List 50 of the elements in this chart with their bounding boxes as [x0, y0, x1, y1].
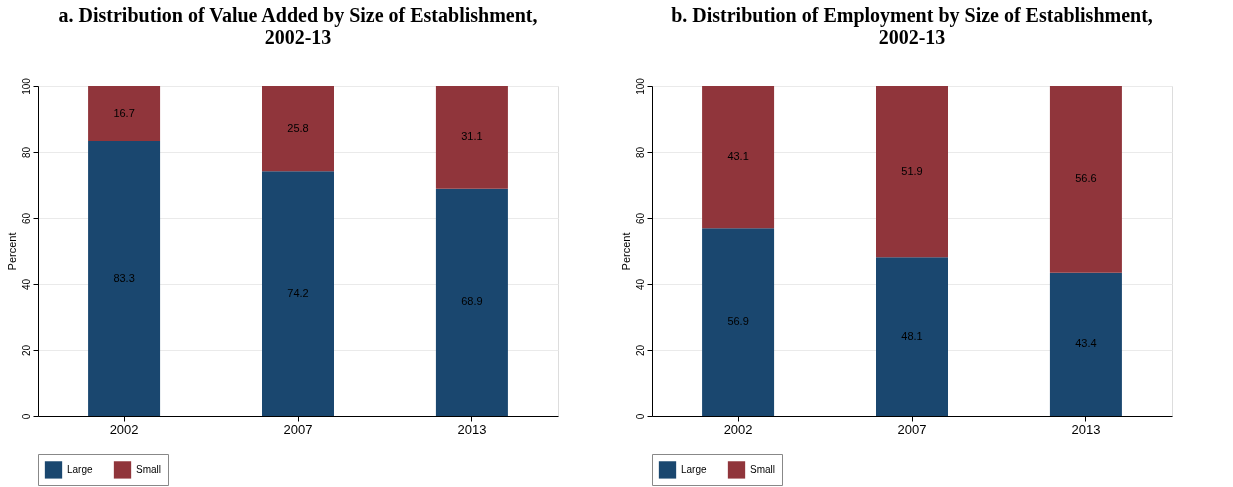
x-tick-label: 2007: [283, 421, 313, 437]
y-tick-label: 0: [20, 413, 32, 420]
bar: [702, 228, 775, 416]
bar: [88, 141, 161, 416]
bar: [702, 86, 775, 229]
data-label: 16.7: [113, 106, 135, 119]
bar: [435, 86, 508, 189]
bar: [876, 86, 948, 258]
x-tick-label: 2002: [723, 421, 753, 437]
y-tick-label: 60: [634, 212, 646, 225]
data-label: 31.1: [461, 130, 483, 143]
y-tick-label: 20: [634, 344, 646, 357]
y-axis-title: Percent: [619, 232, 632, 271]
chart-title: b. Distribution of Employment by Size of Establishment, 2002-13: [671, 3, 1153, 48]
bar: [262, 86, 334, 172]
x-tick-label: 2002: [109, 421, 139, 437]
bar: [1049, 86, 1122, 273]
legend-label: Large: [67, 463, 94, 475]
y-axis-title: Percent: [5, 232, 18, 271]
bar: [88, 86, 161, 142]
data-label: 83.3: [113, 271, 135, 284]
data-label: 68.9: [461, 295, 483, 308]
x-tick-label: 2007: [897, 421, 927, 437]
x-tick-label: 2013: [457, 421, 487, 437]
y-tick-label: 0: [634, 413, 646, 420]
y-tick-label: 100: [20, 77, 32, 95]
bar: [876, 257, 948, 416]
bar: [262, 171, 334, 416]
legend-label: Small: [750, 463, 776, 475]
data-label: 48.1: [901, 329, 923, 342]
y-tick-label: 40: [20, 278, 32, 291]
data-label: 56.6: [1075, 172, 1097, 185]
data-label: 43.4: [1075, 337, 1097, 350]
bar: [435, 188, 508, 416]
data-label: 25.8: [287, 121, 309, 134]
data-label: 51.9: [901, 164, 923, 177]
data-label: 56.9: [727, 315, 749, 328]
data-label: 74.2: [287, 286, 309, 299]
y-tick-label: 20: [20, 344, 32, 357]
legend-label: Small: [136, 463, 162, 475]
chart-title: a. Distribution of Value Added by Size of Establishment, 2002-13: [58, 3, 538, 48]
y-tick-label: 80: [634, 146, 646, 159]
y-tick-label: 100: [634, 77, 646, 95]
legend-label: Large: [681, 463, 708, 475]
x-tick-label: 2013: [1071, 421, 1101, 437]
y-tick-label: 40: [634, 278, 646, 291]
data-label: 43.1: [727, 150, 749, 163]
y-tick-label: 60: [20, 212, 32, 225]
bar: [1049, 272, 1122, 416]
y-tick-label: 80: [20, 146, 32, 159]
